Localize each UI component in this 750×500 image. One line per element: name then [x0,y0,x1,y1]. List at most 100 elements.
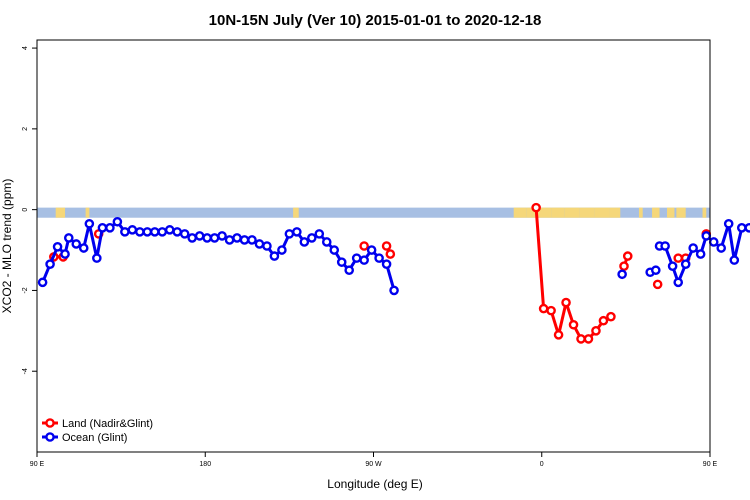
data-point [112,216,123,227]
data-point [120,227,130,237]
legend-label: Land (Nadir&Glint) [62,418,153,430]
data-point [680,259,691,269]
data-point [381,259,392,269]
data-point [568,319,579,330]
data-point [247,235,257,245]
data-point [217,231,227,241]
legend-label: Ocean (Glint) [62,432,127,444]
data-point [650,265,661,276]
land-band [513,207,527,218]
land-band [609,207,621,218]
y-axis: 4 2 0 -2 -4 [22,46,37,374]
data-point [619,261,629,271]
data-point [164,225,175,235]
data-point [652,279,663,290]
data-point [546,305,556,316]
data-point [179,229,190,239]
data-point [723,218,734,229]
land-band [594,207,610,218]
data-point [329,245,340,255]
data-point [92,253,102,263]
data-point [716,243,727,253]
data-point [97,223,108,233]
data-point [366,245,377,255]
land-band [55,207,66,218]
data-point [292,227,302,237]
land-band [526,207,539,218]
y-tick-label: -4 [22,368,29,374]
data-point [359,255,369,265]
data-point [729,255,740,265]
plot-area [37,202,750,344]
data-point [224,235,235,245]
data-point [389,285,399,296]
data-point [673,253,684,263]
land-band [85,207,90,218]
data-point [660,241,670,251]
data-point [149,227,160,237]
x-tick-label: 90 W [365,461,382,468]
data-point [63,233,74,243]
data-point [344,265,354,276]
land-band [551,207,565,218]
land-band [638,207,643,218]
data-point [561,297,571,308]
x-tick-label: 90 E [703,461,718,468]
series-ocean [37,216,750,296]
x-axis-label: Longitude (deg E) [327,477,422,491]
data-point [351,253,362,263]
data-point [187,233,197,243]
land-band [293,207,299,218]
land-band [676,207,686,218]
data-point [202,233,212,243]
data-point [321,237,332,247]
data-point [708,237,719,247]
data-point [744,223,750,233]
y-axis-label: XCO2 - MLO trend (ppm) [0,179,14,314]
y-tick-label: 0 [22,208,29,212]
data-point [52,242,63,252]
data-point [667,261,678,271]
data-point [284,229,295,239]
series-land [49,202,712,344]
data-point [239,235,250,245]
chart-title: 10N-15N July (Ver 10) 2015-01-01 to 2020… [209,12,542,29]
x-axis: 90 E 180 90 W 0 90 E [30,452,718,468]
data-point [591,326,601,336]
data-point [381,241,392,251]
data-point [336,257,347,267]
land-band [564,207,580,218]
x-tick-label: 180 [199,461,211,468]
data-point [553,330,564,340]
data-point [576,334,586,344]
data-point [71,239,82,249]
data-point [127,225,138,235]
data-point [359,241,369,251]
land-band [579,207,595,218]
legend-marker [45,418,55,428]
legend: Land (Nadir&Glint) Ocean (Glint) [42,418,153,444]
data-point [254,239,265,249]
data-point [598,315,609,326]
y-tick-label: -2 [22,287,29,293]
data-point [135,227,145,237]
land-band [538,207,552,218]
data-point [84,218,95,229]
data-point [736,223,747,233]
data-point [105,223,115,233]
data-point [695,249,706,259]
data-point [142,227,153,237]
data-point [622,251,633,261]
data-point [194,231,205,241]
data-point [262,241,272,251]
data-point [299,237,310,247]
ocean-band [37,207,710,218]
x-tick-label: 0 [540,461,544,468]
x-tick-label: 90 E [30,461,45,468]
data-point [277,245,287,255]
data-point [45,259,55,269]
data-point [307,233,317,243]
data-point [37,277,48,288]
data-point [583,334,594,344]
